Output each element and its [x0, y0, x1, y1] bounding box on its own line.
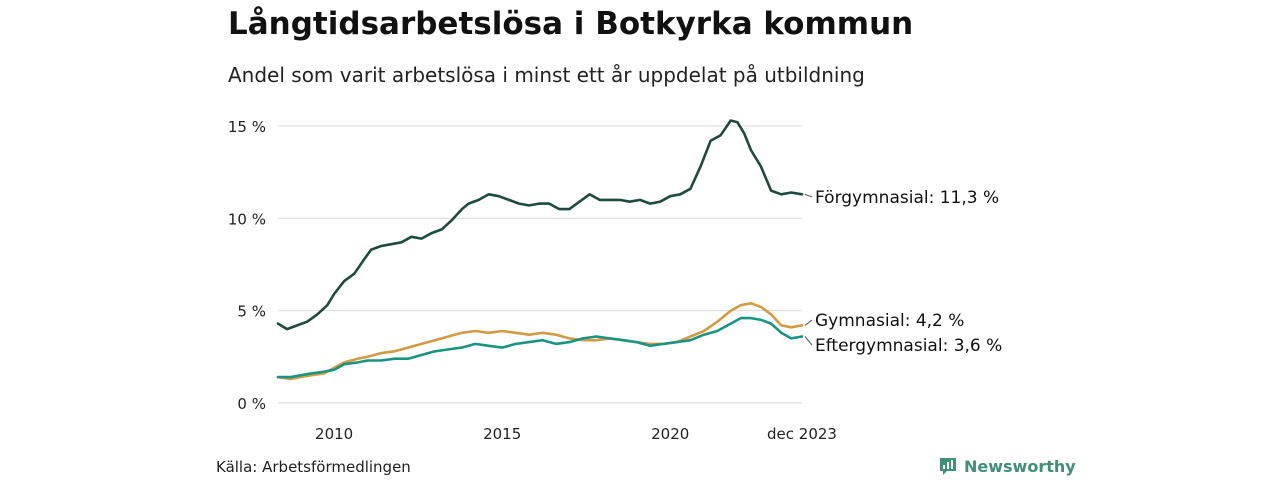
- series-end-label: Förgymnasial: 11,3 %: [815, 188, 999, 208]
- grid-lines: [278, 125, 802, 404]
- y-tick-label: 10 %: [228, 210, 266, 228]
- brand-logo[interactable]: Newsworthy: [938, 456, 1076, 476]
- series-line-gymnasial: [276, 302, 804, 381]
- series-end-label: Gymnasial: 4,2 %: [815, 311, 964, 331]
- x-tick-label: 2010: [315, 425, 353, 443]
- leader-line: [804, 336, 813, 346]
- brand-name: Newsworthy: [964, 456, 1076, 476]
- y-tick-labels: 0 % 5 % 10 % 15 %: [228, 118, 266, 413]
- newsworthy-icon: [940, 458, 956, 475]
- x-tick-labels: 2010 2015 2020 dec 2023: [315, 425, 837, 443]
- leader-line: [804, 319, 813, 326]
- series-end-labels: Förgymnasial: 11,3 % Gymnasial: 4,2 % Efte…: [804, 188, 1002, 356]
- series-end-label: Eftergymnasial: 3,6 %: [815, 336, 1002, 356]
- y-tick-label: 15 %: [228, 118, 266, 136]
- series-lines: [276, 119, 804, 381]
- leader-line: [804, 193, 813, 198]
- x-tick-label: 2020: [651, 425, 689, 443]
- x-tick-label: 2015: [483, 425, 521, 443]
- x-tick-label: dec 2023: [767, 425, 837, 443]
- series-line-eftergymnasial: [276, 316, 804, 379]
- y-tick-label: 0 %: [237, 395, 266, 413]
- source-note: Källa: Arbetsförmedlingen: [216, 458, 411, 476]
- y-tick-label: 5 %: [237, 303, 266, 321]
- series-line-forgymnasial: [276, 119, 804, 331]
- chart-subtitle: Andel som varit arbetslösa i minst ett å…: [228, 63, 865, 87]
- chart-title: Långtidsarbetslösa i Botkyrka kommun: [228, 6, 914, 42]
